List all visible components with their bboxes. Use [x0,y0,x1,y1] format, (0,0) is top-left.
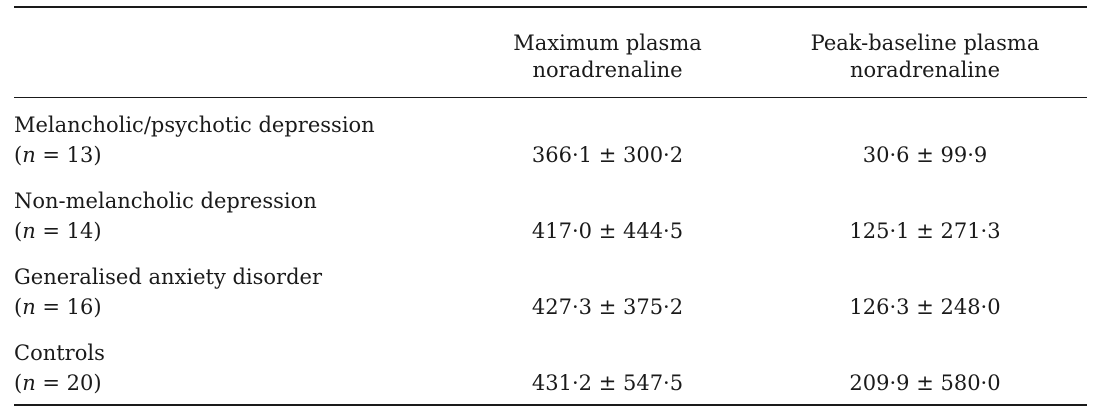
sample-size: (n = 16) [14,295,102,319]
row-label: Melancholic/psychotic depression (n = 13… [14,110,375,170]
table-header-rule [14,97,1087,98]
maximum-value: 431·2 ± 547·5 [531,371,684,395]
table-row: Melancholic/psychotic depression (n = 13… [0,110,1095,186]
peak-baseline-value: 125·1 ± 271·3 [849,219,1001,243]
column-header-peak-baseline: Peak-baseline plasma noradrenaline [810,31,1040,82]
maximum-value: 366·1 ± 300·2 [531,143,684,167]
table-bottom-rule [14,404,1087,406]
table-row: Controls (n = 20) 431·2 ± 547·5 209·9 ± … [0,338,1095,414]
maximum-value: 427·3 ± 375·2 [531,295,684,319]
peak-baseline-value: 126·3 ± 248·0 [849,295,1001,319]
row-label: Non-melancholic depression (n = 14) [14,186,317,246]
group-name: Non-melancholic depression [14,189,317,213]
group-name: Generalised anxiety disorder [14,265,323,289]
peak-baseline-value: 209·9 ± 580·0 [849,371,1001,395]
maximum-value: 417·0 ± 444·5 [531,219,684,243]
row-label: Controls (n = 20) [14,338,105,398]
sample-size: (n = 13) [14,143,102,167]
group-name: Controls [14,341,105,365]
sample-size: (n = 14) [14,219,102,243]
sample-size: (n = 20) [14,371,102,395]
group-name: Melancholic/psychotic depression [14,113,375,137]
table-row: Generalised anxiety disorder (n = 16) 42… [0,262,1095,338]
table-top-rule [14,6,1087,8]
row-label: Generalised anxiety disorder (n = 16) [14,262,322,322]
peak-baseline-value: 30·6 ± 99·9 [862,143,988,167]
column-header-maximum: Maximum plasma noradrenaline [513,31,702,82]
table-row: Non-melancholic depression (n = 14) 417·… [0,186,1095,262]
